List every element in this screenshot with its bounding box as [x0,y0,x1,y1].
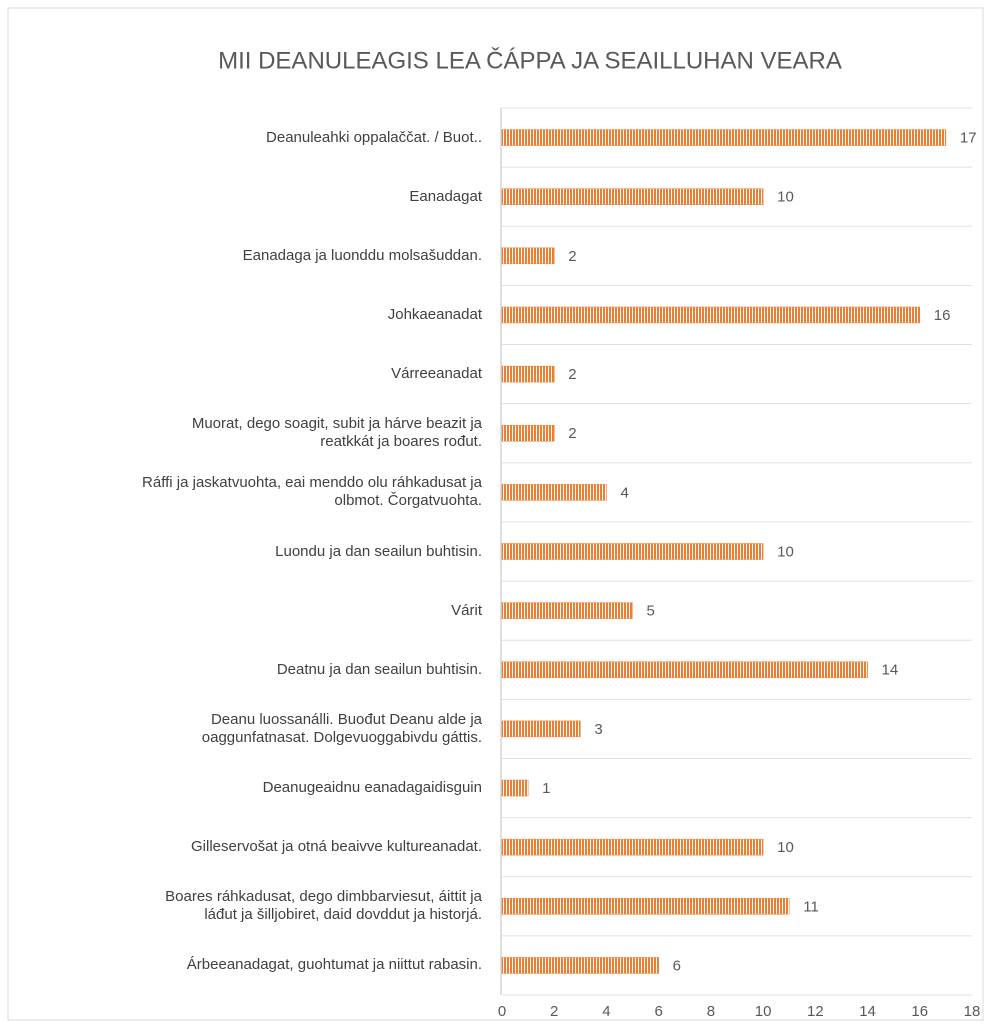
bar [501,424,555,442]
data-label: 10 [777,839,794,856]
y-tick-label: Eanadagat [409,187,482,205]
bar [501,779,529,797]
bar [501,898,790,915]
data-label: 14 [882,662,899,679]
data-label: 6 [673,957,681,974]
bar [501,661,868,679]
x-tick-label: 2 [550,1003,558,1020]
x-tick-label: 8 [707,1003,715,1020]
y-tick-label: Deanu luossanálli. Buođut Deanu alde ja … [201,710,482,746]
y-tick-label: Boares ráhkadusat, dego dimbbarviesut, á… [165,888,482,924]
bar [501,838,764,856]
bar [501,306,921,324]
data-label: 3 [594,721,602,738]
y-tick-label: Luondu ja dan seailun buhtisin. [275,542,482,560]
x-tick-label: 14 [859,1003,876,1020]
data-label: 2 [568,425,576,442]
data-label: 10 [777,189,794,206]
chart-title: MII DEANULEAGIS LEA ČÁPPA JA SEAILLUHAN … [218,46,842,74]
x-tick-label: 12 [807,1003,824,1020]
x-tick-label: 10 [755,1003,772,1020]
y-tick-label: Deanuleahki oppalaččat. / Buot.. [266,128,482,146]
y-tick-label: Ráffi ja jaskatvuohta, eai menddo olu rá… [142,474,482,510]
y-tick-label: Johkaeanadat [387,305,482,323]
x-tick-label: 4 [602,1003,610,1020]
bar [501,957,659,974]
bar [501,247,555,265]
data-label: 16 [934,307,951,324]
y-tick-label: Gilleservošat ja otná beaivve kultureana… [190,838,482,856]
bar [501,484,607,501]
data-label: 11 [803,898,819,915]
data-label: 5 [647,603,655,620]
bar [501,129,947,146]
data-label: 2 [568,248,576,265]
y-tick-label: Eanadaga ja luonddu molsašuddan. [242,246,482,264]
y-tick-label: Deatnu ja dan seailun buhtisin. [276,660,482,678]
x-tick-label: 0 [498,1003,506,1020]
data-label: 4 [620,484,628,501]
data-label: 1 [542,780,550,797]
data-label: 17 [960,130,977,147]
y-tick-label: Várreeanadat [391,365,482,383]
y-tick-label: Muorat, dego soagit, subit ja hárve beaz… [191,415,482,451]
data-label: 2 [568,366,576,383]
bar [501,543,764,560]
x-tick-label: 6 [654,1003,662,1020]
y-tick-label: Deanugeaidnu eanadagaidisguin [262,779,482,797]
y-tick-label: Várit [451,601,482,619]
x-tick-label: 18 [964,1003,981,1020]
bar [501,365,555,383]
y-tick-label: Árbeeanadagat, guohtumat ja niittut raba… [186,956,482,974]
bar [501,602,633,619]
bar [501,188,764,205]
bar [501,720,581,738]
x-tick-label: 16 [911,1003,928,1020]
data-label: 10 [777,543,794,560]
chart-frame [7,7,984,1021]
